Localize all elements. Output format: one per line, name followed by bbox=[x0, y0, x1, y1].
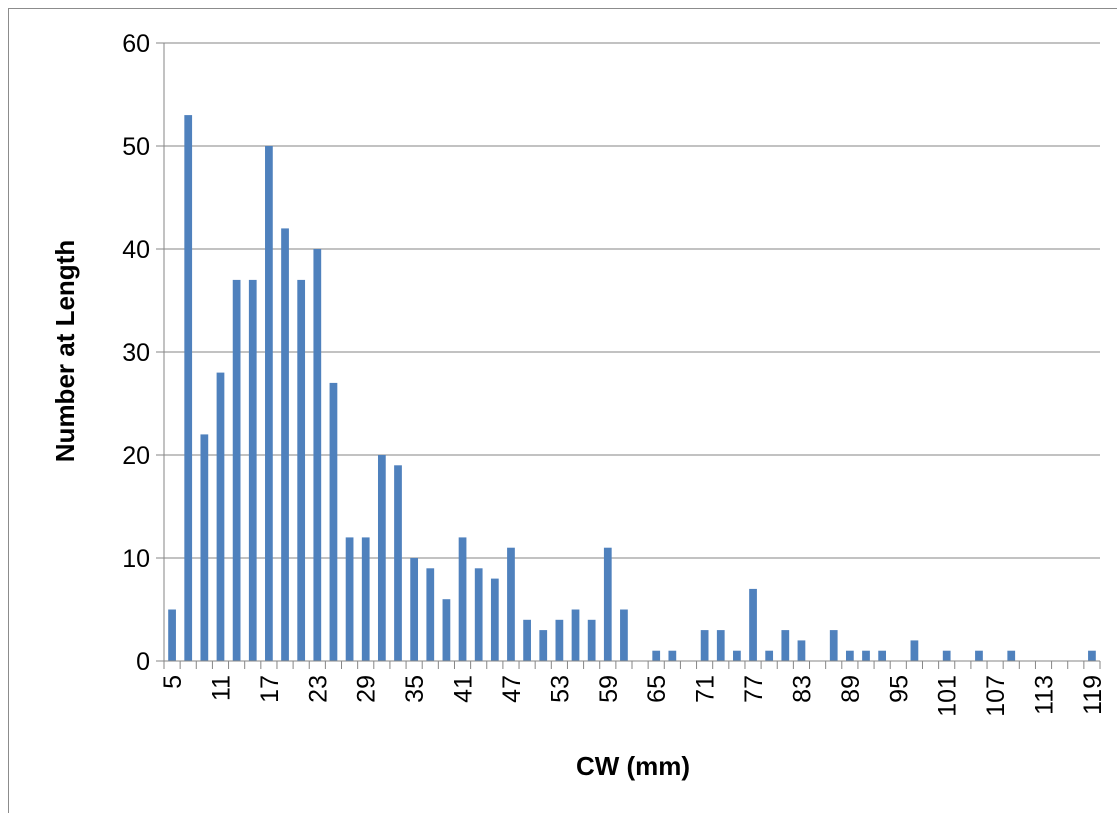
bar-41 bbox=[458, 537, 467, 661]
bar-65 bbox=[652, 650, 661, 661]
x-tick-label: 17 bbox=[256, 675, 284, 703]
bar-75 bbox=[733, 650, 741, 661]
bars bbox=[168, 115, 1096, 662]
x-tick-label: 113 bbox=[1031, 675, 1059, 715]
bar-81 bbox=[781, 630, 790, 661]
x-tick-label: 53 bbox=[546, 675, 574, 703]
y-tick-label: 40 bbox=[122, 236, 150, 264]
bar-101 bbox=[942, 650, 951, 661]
x-tick-labels: 5 11 17 23 29 35 41 47 53 59 65 71 77 83 89 95 101 107 113… bbox=[159, 675, 1107, 717]
x-tick-label: 119 bbox=[1079, 675, 1107, 715]
bar-91 bbox=[862, 650, 870, 661]
y-tick-label: 50 bbox=[122, 133, 150, 161]
bar-13 bbox=[232, 279, 241, 661]
bar-71 bbox=[700, 630, 709, 661]
bar-109 bbox=[1007, 650, 1016, 661]
bar-5 bbox=[168, 609, 176, 661]
bar-67 bbox=[668, 650, 677, 661]
bar-59 bbox=[603, 547, 612, 661]
x-tick-label: 59 bbox=[595, 675, 623, 703]
x-tick-label: 95 bbox=[885, 675, 913, 703]
x-tick-label: 35 bbox=[401, 675, 429, 703]
bar-21 bbox=[297, 279, 306, 661]
bar-19 bbox=[281, 228, 289, 661]
bar-79 bbox=[765, 650, 774, 661]
bar-33 bbox=[394, 465, 402, 661]
x-axis-title: CW (mm) bbox=[576, 751, 690, 781]
bar-97 bbox=[910, 640, 919, 661]
x-tick-label: 29 bbox=[353, 675, 381, 703]
bar-31 bbox=[377, 455, 386, 661]
x-tick-label: 23 bbox=[304, 675, 332, 703]
bar-23 bbox=[313, 249, 322, 661]
bar-17 bbox=[265, 146, 273, 661]
x-tick-label: 101 bbox=[934, 675, 962, 717]
x-tick-label: 107 bbox=[982, 675, 1010, 717]
y-tick-label: 20 bbox=[122, 442, 150, 470]
x-tick-label: 5 bbox=[159, 675, 187, 689]
bar-105 bbox=[975, 650, 983, 661]
x-tick-label: 11 bbox=[207, 675, 235, 701]
bar-53 bbox=[555, 619, 564, 661]
chart-frame bbox=[8, 8, 1117, 813]
bar-73 bbox=[716, 630, 725, 661]
bar-15 bbox=[248, 279, 257, 661]
bar-27 bbox=[345, 537, 354, 661]
bar-49 bbox=[523, 619, 531, 661]
y-tick-label: 10 bbox=[122, 545, 150, 573]
x-tick-label: 41 bbox=[450, 675, 478, 703]
bar-89 bbox=[845, 650, 854, 661]
bar-61 bbox=[620, 609, 628, 661]
bar-93 bbox=[878, 650, 887, 661]
axes bbox=[163, 43, 1101, 669]
bar-55 bbox=[571, 609, 580, 661]
x-tick-label: 83 bbox=[788, 675, 816, 703]
bar-9 bbox=[200, 434, 209, 661]
bar-77 bbox=[749, 588, 757, 661]
y-tick-labels: 0 10 20 30 40 50 60 bbox=[122, 30, 150, 676]
bar-7 bbox=[184, 115, 193, 662]
bar-51 bbox=[539, 630, 548, 661]
y-tick-label: 60 bbox=[122, 30, 150, 58]
bar-43 bbox=[474, 568, 483, 661]
x-tick-label: 65 bbox=[643, 675, 671, 703]
bar-39 bbox=[442, 599, 451, 661]
bar-35 bbox=[410, 558, 419, 661]
bar-25 bbox=[329, 382, 338, 661]
bar-45 bbox=[490, 578, 499, 661]
bar-11 bbox=[216, 372, 225, 661]
y-tick-label: 0 bbox=[136, 648, 150, 676]
x-tick-label: 71 bbox=[692, 675, 720, 703]
bar-119 bbox=[1088, 650, 1096, 661]
bar-57 bbox=[587, 619, 596, 661]
x-tick-label: 47 bbox=[498, 675, 526, 703]
y-axis-title: Number at Length bbox=[50, 240, 80, 462]
y-tick-label: 30 bbox=[122, 339, 150, 367]
bar-47 bbox=[507, 547, 515, 661]
x-tick-label: 89 bbox=[837, 675, 865, 703]
bar-83 bbox=[797, 640, 806, 661]
x-tick-label: 77 bbox=[740, 675, 768, 703]
bar-29 bbox=[361, 537, 370, 661]
bar-87 bbox=[829, 630, 838, 661]
bar-37 bbox=[426, 568, 435, 661]
